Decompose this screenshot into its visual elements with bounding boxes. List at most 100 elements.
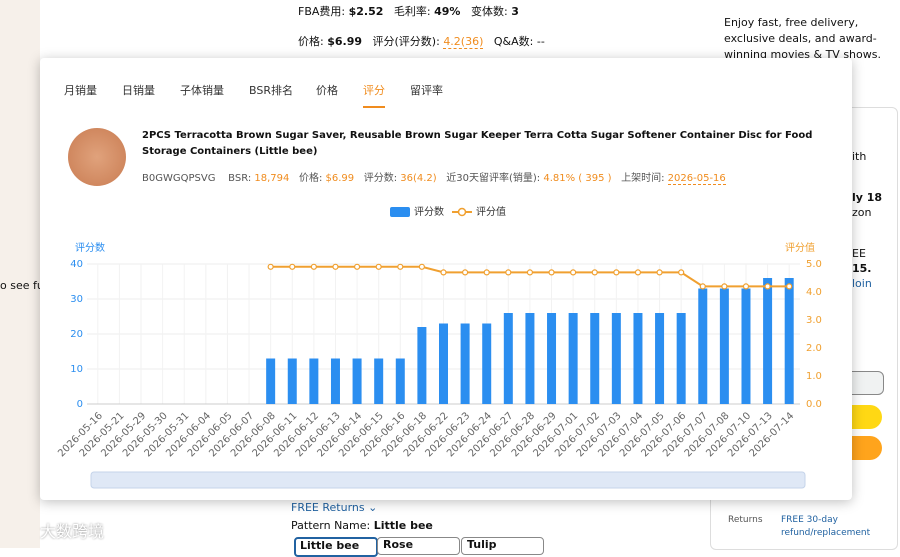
fragment: zon [852,206,872,219]
value: $6.99 [325,173,355,184]
point [721,283,728,290]
label: BSR: [228,173,252,184]
bar [287,358,297,404]
y-tick-label: 10 [70,364,83,375]
label: Pattern Name: [291,519,371,532]
label: 上架时间: [621,173,665,184]
point [267,263,274,270]
y-tick-label: 30 [70,294,83,305]
see-full: o see ful [0,279,47,292]
line: refund/replacement [781,528,871,538]
point [483,269,490,276]
point [764,283,771,290]
point [310,263,317,270]
y-tick-label: 0 [77,399,83,410]
fragment[interactable]: loin [852,277,872,290]
point [570,269,577,276]
y2-tick-label: 3.0 [806,315,822,326]
product-info: B0GWGQPSVG BSR: 18,794 价格: $6.99 评分数: 36… [142,169,726,185]
bar [719,288,729,404]
point [440,269,447,276]
bar [547,313,557,404]
bar [460,323,470,404]
label: 评分(评分数): [372,35,440,48]
y2-tick-label: 1.0 [806,371,822,382]
bar [633,313,643,404]
label: Q&A数: [493,35,534,48]
free-returns[interactable]: FREE Returns ⌄ [291,501,378,514]
label: 近30天留评率(销量): [446,173,541,184]
price-row: 价格: $6.99 评分(评分数): 4.2(36) Q&A数: -- [298,33,545,49]
bar [741,288,751,404]
point [591,269,598,276]
point [353,263,361,270]
bar [352,358,362,404]
bar [611,313,621,404]
bar [763,278,773,404]
y-tick-label: 20 [70,329,83,340]
fragment: ly 18 [852,191,883,204]
tab[interactable]: BSR排名 [249,84,293,97]
bar [395,358,405,404]
point [289,263,296,270]
value: 2026-05-16 [667,173,726,185]
bar [439,323,448,404]
fragment: ith [852,150,867,163]
point [462,269,469,276]
bar [309,358,319,404]
fba-row: FBA费用: $2.52 毛利率: 49% 变体数: 3 [298,3,519,19]
product-title[interactable]: 2PCS Terracotta Brown Sugar Saver, Reusa… [142,130,813,157]
point [397,263,404,270]
value: 18,794 [254,173,290,184]
legend-swatch [390,207,410,217]
line: winning movies & TV shows. [724,48,881,61]
y2-tick-label: 0.0 [806,399,822,410]
point [678,269,685,276]
point [332,263,339,270]
watermark: 大数跨境 [40,522,105,541]
y2-axis-label: 评分值 [785,241,815,254]
value: 36(4.2) [400,173,437,184]
bar [482,323,492,404]
value: $2.52 [348,5,384,18]
value: 3 [511,5,519,18]
value[interactable]: 4.2(36) [443,35,484,49]
point [375,263,382,270]
y2-tick-label: 5.0 [806,259,822,270]
tab[interactable]: 评分 [363,82,385,108]
y2-tick-label: 4.0 [806,287,822,298]
tab[interactable]: 月销量 [64,84,97,97]
legend-swatch [457,207,467,217]
product-images-strip [0,0,40,548]
point [742,283,750,290]
label: 价格: [298,173,323,184]
line: Enjoy fast, free delivery, [724,16,859,29]
y-axis-label: 评分数 [75,241,105,254]
point [505,269,512,276]
point [699,283,706,290]
label: 评分数: [363,173,398,184]
y2-tick-label: 2.0 [806,343,822,354]
zoom-slider[interactable] [90,471,806,489]
popup: 月销量 日销量 子体销量 BSR排名 价格 评分 留评率 2PCS Terracotta B… [40,58,852,500]
asin[interactable]: B0GWGQPSVG [142,173,216,184]
point [526,269,534,276]
bar [655,313,665,404]
returns[interactable]: FREE 30-day refund/replacement [781,514,870,540]
bar [676,313,686,404]
bar [698,288,708,404]
label: 价格: [298,35,324,48]
point [656,269,663,276]
point [548,269,555,276]
value: 4.81% ( 395 ) [543,173,612,184]
tab[interactable]: 子体销量 [180,84,224,97]
y-tick-label: 40 [70,259,83,270]
value: 49% [434,5,461,18]
tab[interactable]: 日销量 [122,84,155,97]
tab[interactable]: 价格 [316,84,338,97]
tab[interactable]: 留评率 [410,84,443,97]
bar [590,313,600,404]
pattern-row: Pattern Name: Little bee [291,519,433,532]
